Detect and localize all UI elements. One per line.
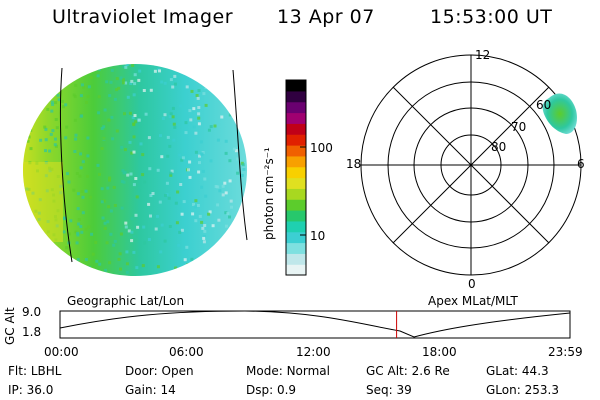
xtick-1200: 12:00 [296, 345, 331, 359]
status-door: Door: Open [125, 364, 194, 378]
time-label: 15:53:00 UT [430, 6, 553, 28]
left-caption: Geographic Lat/Lon [67, 294, 185, 308]
status-glat: GLat: 44.3 [486, 364, 549, 378]
status-flt-key: Flt: [8, 364, 27, 378]
polar-plot [360, 54, 582, 276]
status-dsp: Dsp: 0.9 [246, 383, 296, 397]
limb-line-left [59, 67, 73, 263]
status-glat-value: 44.3 [521, 364, 549, 378]
status-glon-key: GLon: [486, 383, 521, 397]
status-mode-key: Mode: [246, 364, 283, 378]
status-ip: IP: 36.0 [8, 383, 53, 397]
color-bar-frame [285, 79, 307, 276]
mlt-label-6: 6 [577, 157, 585, 171]
xtick-2359: 23:59 [548, 345, 583, 359]
status-gain-key: Gain: [125, 383, 157, 397]
color-bar-segment [286, 199, 306, 211]
color-bar-segment [286, 231, 306, 244]
status-seq-key: Seq: [366, 383, 393, 397]
mlt-label-0: 0 [468, 277, 476, 291]
limb-line-right [232, 69, 248, 241]
status-gcalt-value: 2.6 Re [411, 364, 450, 378]
color-bar-segment [286, 264, 306, 276]
status-glat-key: GLat: [486, 364, 519, 378]
status-glon-value: 253.3 [524, 383, 559, 397]
color-bar-segment [286, 112, 306, 124]
xtick-1800: 18:00 [422, 345, 457, 359]
altitude-ylabel: GC Alt [3, 307, 17, 345]
polar-diagonal-2 [392, 86, 550, 244]
mlt-label-12: 12 [475, 48, 491, 62]
instrument-title: Ultraviolet Imager [52, 6, 234, 28]
color-bar-segment [286, 210, 306, 222]
colorbar-unit-label: photon cm⁻²s⁻¹ [262, 147, 276, 240]
color-bar-segment [286, 166, 306, 179]
mlt-label-18: 18 [346, 157, 362, 171]
status-gain-value: 14 [160, 383, 176, 397]
lat-label-80: 80 [491, 140, 507, 154]
color-bar-segment [286, 145, 306, 157]
color-bar-segment [286, 188, 306, 200]
status-door-key: Door: [125, 364, 158, 378]
xtick-0000: 00:00 [44, 345, 79, 359]
colorbar-label-100: 100 [310, 141, 333, 155]
lat-label-60: 60 [536, 98, 552, 112]
status-seq-value: 39 [396, 383, 412, 397]
altitude-ytick-top: 9.0 [22, 305, 42, 319]
status-seq: Seq: 39 [366, 383, 412, 397]
status-gain: Gain: 14 [125, 383, 176, 397]
color-bar-segment [286, 90, 306, 103]
altitude-ytick-bottom: 1.8 [22, 325, 42, 339]
color-bar-segment [286, 177, 306, 189]
status-mode: Mode: Normal [246, 364, 330, 378]
orbit-altitude-curve [59, 310, 571, 338]
uv-image-disk [23, 64, 248, 276]
status-dsp-key: Dsp: [246, 383, 274, 397]
colorbar-label-10: 10 [310, 229, 326, 243]
altitude-plot [59, 310, 571, 339]
color-bar-segment [286, 253, 306, 265]
xtick-0600: 06:00 [169, 345, 204, 359]
color-bar-segment [286, 101, 306, 114]
color-bar-segment [286, 220, 306, 233]
lat-label-70: 70 [511, 120, 527, 134]
color-bar-segment [286, 242, 306, 254]
status-dsp-value: 0.9 [276, 383, 297, 397]
color-bar [286, 80, 306, 276]
date-label: 13 Apr 07 [277, 6, 375, 28]
right-caption: Apex MLat/MLT [428, 294, 518, 308]
auroral-oval-patch [542, 93, 577, 134]
status-flt-value: LBHL [30, 364, 62, 378]
altitude-plot-frame [59, 310, 571, 339]
color-bar-segment [286, 155, 306, 168]
color-bar-segment [286, 80, 306, 92]
status-gcalt-key: GC Alt: [366, 364, 408, 378]
color-bar-segment [286, 134, 306, 146]
color-bar-segment [286, 123, 306, 135]
status-glon: GLon: 253.3 [486, 383, 559, 397]
status-ip-value: 36.0 [26, 383, 54, 397]
status-door-value: Open [161, 364, 194, 378]
status-gcalt: GC Alt: 2.6 Re [366, 364, 450, 378]
status-ip-key: IP: [8, 383, 23, 397]
status-flt: Flt: LBHL [8, 364, 61, 378]
status-mode-value: Normal [286, 364, 330, 378]
